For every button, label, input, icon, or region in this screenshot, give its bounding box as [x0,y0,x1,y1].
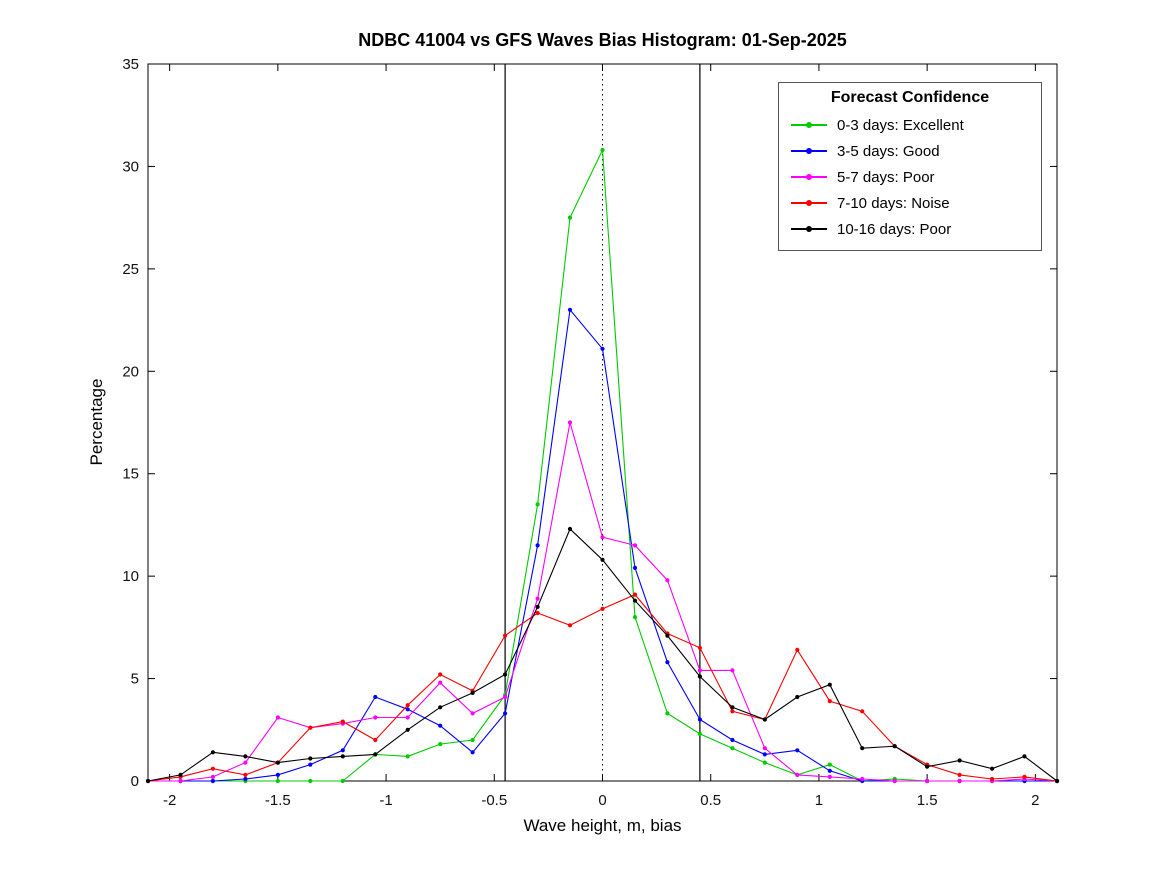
svg-text:20: 20 [122,363,139,380]
svg-text:30: 30 [122,158,139,175]
svg-text:5: 5 [131,671,139,688]
legend-item: 3-5 days: Good [779,138,1041,164]
svg-text:-2: -2 [163,792,176,809]
legend-line-sample [791,146,827,156]
svg-text:15: 15 [122,466,139,483]
legend-label: 0-3 days: Excellent [837,116,964,134]
legend-label: 7-10 days: Noise [837,194,950,212]
legend-label: 5-7 days: Poor [837,168,935,186]
legend-line-sample [791,172,827,182]
legend-label: 10-16 days: Poor [837,220,952,238]
svg-text:-1.5: -1.5 [265,792,291,809]
legend-item: 10-16 days: Poor [779,216,1041,242]
svg-text:0: 0 [131,773,139,790]
chart-title: NDBC 41004 vs GFS Waves Bias Histogram: … [358,30,847,50]
legend: Forecast Confidence 0-3 days: Excellent … [778,82,1042,251]
svg-text:10: 10 [122,568,139,585]
svg-text:0: 0 [598,792,606,809]
legend-title: Forecast Confidence [830,89,990,106]
x-axis-label: Wave height, m, bias [523,816,682,835]
legend-item: 5-7 days: Poor [779,164,1041,190]
svg-text:0.5: 0.5 [700,792,721,809]
svg-text:35: 35 [122,56,139,73]
svg-text:-0.5: -0.5 [481,792,507,809]
svg-text:2: 2 [1031,792,1039,809]
svg-text:1.5: 1.5 [917,792,938,809]
legend-item: 7-10 days: Noise [779,190,1041,216]
svg-text:-1: -1 [379,792,392,809]
legend-item: 0-3 days: Excellent [779,112,1041,138]
legend-line-sample [791,224,827,234]
svg-text:25: 25 [122,261,139,278]
legend-label: 3-5 days: Good [837,142,940,160]
legend-line-sample [791,120,827,130]
svg-text:1: 1 [815,792,823,809]
legend-line-sample [791,198,827,208]
